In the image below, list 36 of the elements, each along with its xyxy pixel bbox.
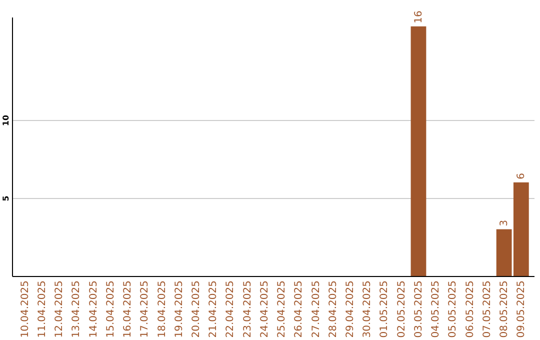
x-tick-label: 30.04.2025 bbox=[362, 280, 374, 338]
x-tick-label: 12.04.2025 bbox=[54, 280, 66, 338]
x-tick-label: 05.05.2025 bbox=[448, 280, 459, 338]
x-tick-label: 09.05.2025 bbox=[516, 280, 528, 338]
x-tick-label: 04.05.2025 bbox=[430, 280, 442, 338]
x-tick-label: 03.05.2025 bbox=[413, 280, 424, 338]
bar bbox=[410, 26, 426, 276]
y-tick-label: 5 bbox=[2, 195, 10, 202]
x-tick-label: 08.05.2025 bbox=[499, 280, 510, 338]
y-tick-label: 10 bbox=[2, 114, 10, 126]
x-tick-label: 18.04.2025 bbox=[156, 280, 168, 338]
x-tick-label: 24.04.2025 bbox=[259, 280, 270, 338]
x-tick-label: 02.05.2025 bbox=[396, 280, 408, 338]
x-tick-label: 01.05.2025 bbox=[379, 280, 390, 338]
x-tick-label: 21.04.2025 bbox=[208, 280, 220, 338]
x-tick-label: 11.04.2025 bbox=[36, 280, 48, 338]
x-tick-label: 14.04.2025 bbox=[88, 280, 100, 338]
x-tick-label: 16.04.2025 bbox=[122, 280, 134, 338]
x-tick-label: 22.04.2025 bbox=[225, 280, 236, 338]
x-tick-label: 10.04.2025 bbox=[20, 280, 31, 338]
x-tick-label: 28.04.2025 bbox=[328, 280, 339, 338]
x-tick-label: 13.04.2025 bbox=[71, 280, 82, 338]
x-tick-label: 27.04.2025 bbox=[310, 280, 322, 338]
data-label: 3 bbox=[499, 220, 510, 226]
x-tick-label: 23.04.2025 bbox=[242, 280, 254, 338]
data-label: 6 bbox=[516, 173, 528, 180]
x-tick-label: 20.04.2025 bbox=[190, 280, 202, 338]
x-tick-label: 26.04.2025 bbox=[294, 280, 305, 338]
x-tick-label: 19.04.2025 bbox=[174, 280, 185, 338]
x-tick-label: 17.04.2025 bbox=[140, 280, 151, 338]
x-tick-label: 06.05.2025 bbox=[464, 280, 476, 338]
data-label: 16 bbox=[413, 10, 424, 24]
x-tick-label: 15.04.2025 bbox=[105, 280, 116, 338]
x-tick-label: 07.05.2025 bbox=[482, 280, 493, 338]
x-tick-label: 29.04.2025 bbox=[345, 280, 356, 338]
x-tick-label: 25.04.2025 bbox=[276, 280, 288, 338]
